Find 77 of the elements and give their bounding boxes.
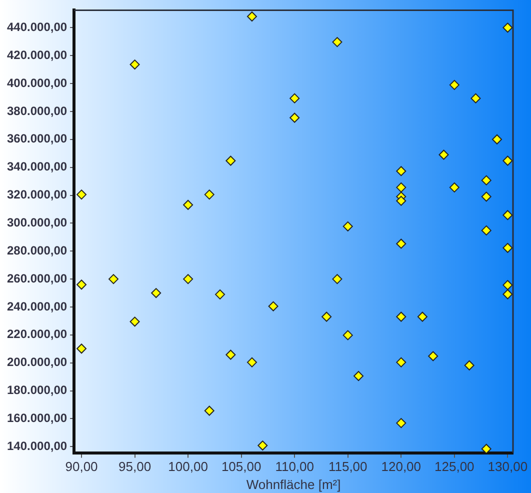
point <box>464 360 474 370</box>
point <box>290 93 300 104</box>
point <box>438 150 449 160</box>
point <box>215 289 226 300</box>
x-tick-label: 100,00 <box>168 459 208 474</box>
point <box>492 134 502 144</box>
point <box>354 370 364 381</box>
point <box>502 210 513 220</box>
y-tick-label: 340.000,00 <box>6 160 68 174</box>
x-tick-label: 120,00 <box>381 459 422 474</box>
y-tick-label: 200.000,00 <box>6 355 68 370</box>
point <box>428 351 438 362</box>
point <box>470 93 481 104</box>
point <box>183 274 194 284</box>
x-tick-label: 115,00 <box>328 459 368 474</box>
point <box>396 357 406 368</box>
point <box>502 242 513 253</box>
y-tick-label: 260.000,00 <box>6 271 68 286</box>
x-axis-title: Wohnfläche [m²] <box>246 476 341 492</box>
point <box>502 289 513 300</box>
y-tick-label: 400.000,00 <box>6 76 68 90</box>
point <box>130 316 140 327</box>
point <box>332 37 342 48</box>
point <box>396 182 406 192</box>
point <box>204 190 214 200</box>
y-tick-label: 380.000,00 <box>6 104 68 118</box>
point <box>76 190 87 200</box>
point <box>246 11 257 22</box>
point <box>449 80 460 90</box>
point <box>322 312 332 322</box>
point <box>481 444 492 453</box>
x-tick-label: 90,00 <box>65 459 98 474</box>
point <box>268 301 278 312</box>
point <box>342 330 353 340</box>
y-tick-label: 160.000,00 <box>6 411 68 426</box>
point <box>108 274 118 284</box>
y-tick-label: 440.000,00 <box>6 20 68 34</box>
point <box>396 166 406 176</box>
point <box>481 225 492 236</box>
point <box>449 182 460 192</box>
x-tick-label: 130,00 <box>488 459 528 474</box>
y-tick-label: 220.000,00 <box>6 327 68 342</box>
point <box>246 357 257 368</box>
y-tick-label: 420.000,00 <box>6 48 68 62</box>
point <box>76 344 87 354</box>
y-tick-label: 300.000,00 <box>6 216 68 230</box>
point <box>130 60 140 70</box>
point <box>396 196 406 206</box>
x-tick-label: 95,00 <box>118 459 152 474</box>
point <box>502 22 513 33</box>
point <box>342 221 353 232</box>
point <box>290 112 300 123</box>
y-tick-label: 280.000,00 <box>6 243 68 258</box>
point <box>502 280 513 290</box>
point <box>332 274 342 284</box>
x-tick-label: 105,00 <box>221 459 262 474</box>
y-tick-label: 320.000,00 <box>6 188 68 202</box>
x-tick-label: 110,00 <box>275 459 314 474</box>
point <box>226 156 236 166</box>
point <box>417 312 428 322</box>
x-tick-label: 125,00 <box>434 459 474 474</box>
point <box>481 192 492 202</box>
y-tick-label: 240.000,00 <box>6 299 68 314</box>
y-tick-label: 360.000,00 <box>6 132 68 146</box>
point <box>151 288 162 298</box>
point <box>396 238 406 249</box>
point <box>396 418 406 428</box>
point <box>76 280 87 290</box>
point <box>502 156 513 166</box>
point <box>204 406 214 416</box>
y-tick-label: 180.000,00 <box>6 383 68 398</box>
point <box>226 350 236 360</box>
y-tick-label: 140.000,00 <box>6 438 68 453</box>
point <box>396 312 406 322</box>
point <box>481 175 492 186</box>
point <box>183 200 194 210</box>
point <box>258 440 268 451</box>
